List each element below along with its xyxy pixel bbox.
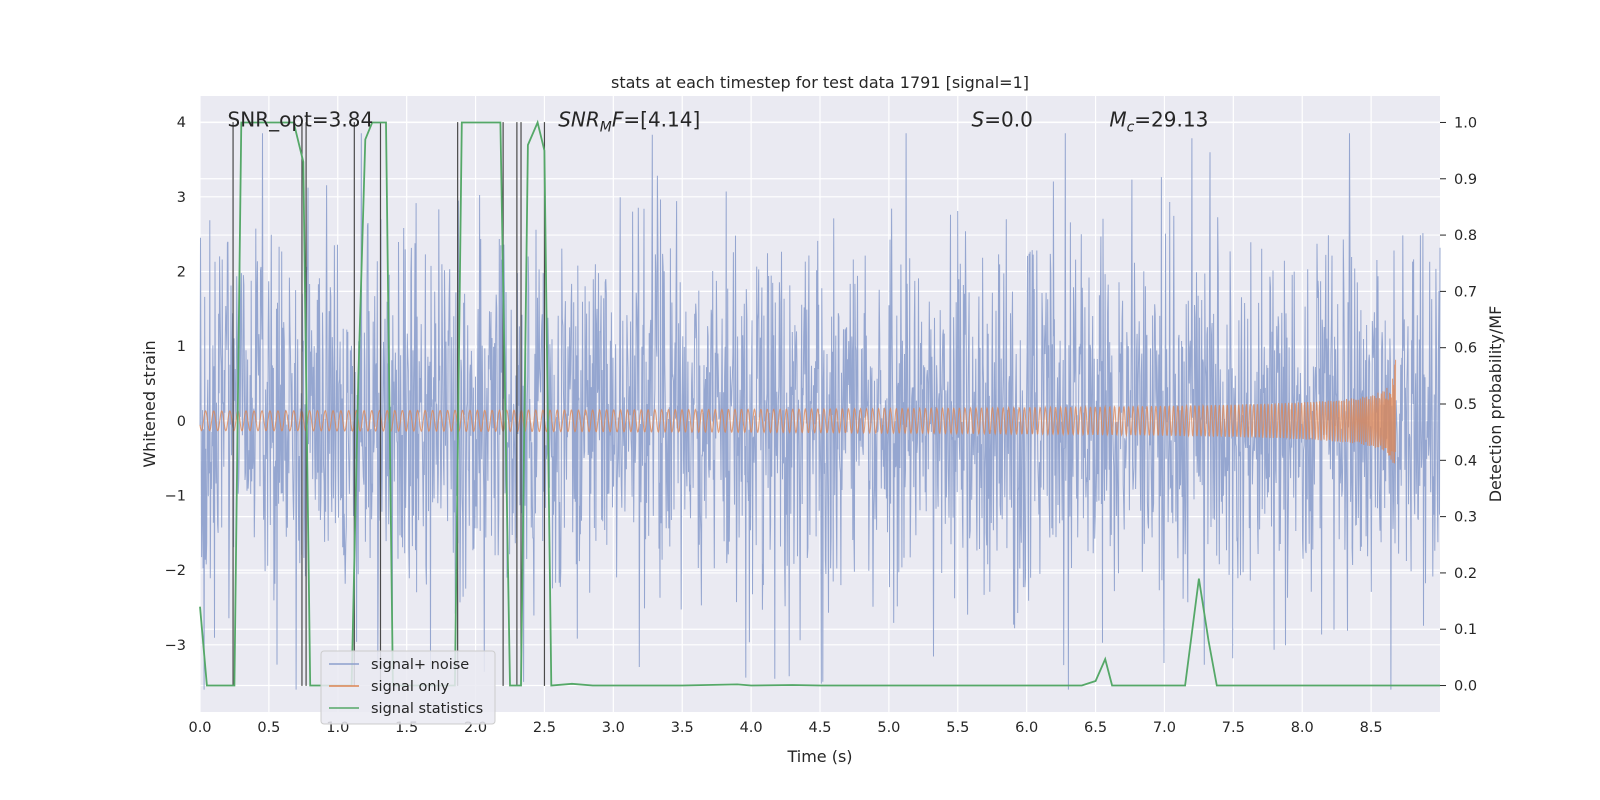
- annotation-text: S=0.0: [972, 108, 1033, 132]
- x-tick-label: 3.0: [602, 720, 625, 736]
- x-tick-label: 8.0: [1291, 720, 1314, 736]
- y-right-tick-labels: 0.0 0.1 0.2 0.3 0.4 0.5 0.6 0.7 0.8 0.9 1.0: [1440, 115, 1477, 695]
- y-left-tick-label: −1: [165, 488, 186, 504]
- y-right-tick-label: 0.4: [1454, 453, 1477, 469]
- legend-label-signal-only: signal only: [371, 679, 450, 695]
- y-left-tick-label: −3: [165, 638, 186, 654]
- x-tick-label: 6.5: [1084, 720, 1107, 736]
- y-right-tick-label: 0.1: [1454, 622, 1477, 638]
- y-right-tick-label: 0.0: [1454, 679, 1477, 695]
- x-tick-label: 7.0: [1153, 720, 1176, 736]
- legend: signal+ noise signal only signal statist…: [320, 650, 496, 725]
- y-right-tick-label: 0.3: [1454, 510, 1477, 526]
- x-tick-label: 8.5: [1360, 720, 1383, 736]
- y-right-tick-label: 0.5: [1454, 397, 1477, 413]
- x-tick-label: 6.0: [1015, 720, 1038, 736]
- y-left-tick-label: 1: [177, 339, 186, 355]
- y-right-tick-label: 0.2: [1454, 566, 1477, 582]
- y-right-tick-label: 0.8: [1454, 228, 1477, 244]
- y-right-axis-label: Detection probability/MF: [1486, 306, 1505, 503]
- x-tick-label: 4.0: [740, 720, 763, 736]
- annotations: SNR_opt=3.84 SNRMF=[4.14] S=0.0 Mc=29.13: [228, 108, 1209, 136]
- y-left-tick-label: 3: [177, 190, 186, 206]
- x-tick-label: 7.5: [1222, 720, 1245, 736]
- annotation-text: SNRMF=[4.14]: [558, 108, 700, 136]
- legend-box: [320, 650, 496, 725]
- y-left-tick-label: −2: [165, 563, 186, 579]
- y-right-tick-label: 0.9: [1454, 172, 1477, 188]
- legend-label-signal-noise: signal+ noise: [371, 657, 469, 673]
- y-right-tick-label: 1.0: [1454, 115, 1477, 131]
- annotation-text: SNR_opt=3.84: [228, 108, 374, 132]
- annotation-text: Mc=29.13: [1109, 108, 1208, 136]
- y-right-tick-label: 0.7: [1454, 284, 1477, 300]
- x-tick-label: 2.5: [533, 720, 556, 736]
- x-tick-label: 5.0: [877, 720, 900, 736]
- y-left-tick-label: 4: [177, 115, 186, 131]
- x-axis-label: Time (s): [786, 747, 852, 766]
- x-tick-label: 3.5: [671, 720, 694, 736]
- x-tick-label: 0.5: [257, 720, 280, 736]
- x-tick-label: 5.5: [946, 720, 969, 736]
- legend-label-signal-statistics: signal statistics: [371, 701, 483, 717]
- y-left-axis-label: Whitened strain: [140, 340, 159, 467]
- y-left-tick-label: 0: [177, 414, 186, 430]
- chart-title: stats at each timestep for test data 179…: [611, 73, 1029, 92]
- series-signal-only: [199, 359, 1397, 464]
- x-tick-label: 0.0: [188, 720, 211, 736]
- signal-line: [199, 359, 1397, 464]
- x-tick-label: 4.5: [808, 720, 831, 736]
- y-right-tick-label: 0.6: [1454, 341, 1477, 357]
- y-left-tick-label: 2: [177, 264, 186, 280]
- y-left-tick-labels: −3 −2 −1 0 1 2 3 4: [165, 115, 186, 654]
